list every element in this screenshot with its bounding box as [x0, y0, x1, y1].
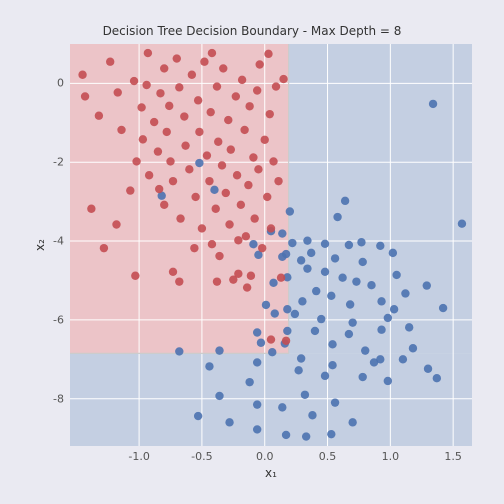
decision-regions: [70, 44, 472, 446]
chart-axes: -1.0-0.50.00.51.01.5 -8-6-4-20 x₁ x₂: [70, 44, 472, 446]
y-tick: 0: [57, 77, 64, 90]
x-axis-label: x₁: [265, 466, 277, 480]
y-axis-label: x₂: [33, 239, 47, 251]
y-tick: -8: [53, 392, 64, 405]
x-tick: 0.0: [256, 450, 274, 463]
y-tick: -6: [53, 313, 64, 326]
x-tick: 1.0: [382, 450, 400, 463]
figure: Decision Tree Decision Boundary - Max De…: [0, 0, 504, 504]
x-tick: -1.0: [128, 450, 149, 463]
x-tick: 0.5: [319, 450, 337, 463]
x-tick: 1.5: [444, 450, 462, 463]
x-tick: -0.5: [191, 450, 212, 463]
y-tick: -4: [53, 235, 64, 248]
plot-svg: [70, 44, 472, 446]
y-tick: -2: [53, 156, 64, 169]
chart-title: Decision Tree Decision Boundary - Max De…: [0, 24, 504, 38]
